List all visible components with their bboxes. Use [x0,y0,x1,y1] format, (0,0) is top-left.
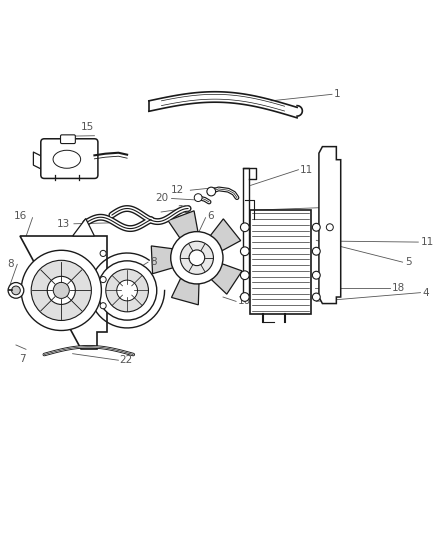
Circle shape [312,223,320,231]
Text: 12: 12 [170,185,184,195]
Text: 11: 11 [300,165,314,175]
Circle shape [189,250,205,265]
Text: 9: 9 [263,240,270,251]
Text: 8: 8 [7,260,14,269]
Polygon shape [73,219,95,236]
Circle shape [31,260,92,320]
Circle shape [207,187,215,196]
Text: 15: 15 [81,122,95,132]
Text: 11: 11 [420,237,434,247]
Circle shape [100,251,106,256]
Circle shape [8,282,24,298]
Text: 18: 18 [392,284,405,293]
Circle shape [106,269,148,312]
Circle shape [312,247,320,255]
Circle shape [11,286,20,295]
Circle shape [47,276,75,304]
Text: 6: 6 [207,212,213,221]
Circle shape [240,247,249,256]
Text: 13: 13 [57,219,71,229]
Text: 22: 22 [120,355,133,365]
Circle shape [100,277,106,282]
Circle shape [194,193,202,201]
Circle shape [21,251,101,330]
FancyBboxPatch shape [60,135,75,143]
Circle shape [312,271,320,279]
FancyBboxPatch shape [41,139,98,179]
Polygon shape [151,246,173,274]
Text: 7: 7 [19,354,26,364]
Circle shape [240,293,249,301]
Circle shape [180,241,213,274]
Polygon shape [172,278,199,305]
Bar [250,210,311,314]
Text: 10: 10 [238,296,251,306]
Polygon shape [168,211,198,238]
Text: 4: 4 [423,288,429,297]
Polygon shape [319,147,341,304]
Text: 1: 1 [334,90,341,99]
Text: 16: 16 [14,212,27,221]
Circle shape [312,293,320,301]
Circle shape [53,282,69,298]
Text: 20: 20 [155,193,169,204]
Circle shape [117,280,138,301]
Text: 2: 2 [323,203,330,213]
Text: 5: 5 [405,257,411,267]
Circle shape [326,224,333,231]
Circle shape [240,271,249,280]
Polygon shape [211,219,241,251]
Circle shape [100,303,106,309]
Text: 21: 21 [177,205,191,215]
Circle shape [98,261,157,320]
Polygon shape [212,264,242,294]
Circle shape [171,232,223,284]
Ellipse shape [53,150,81,168]
Circle shape [240,223,249,232]
Polygon shape [20,236,107,349]
Text: 8: 8 [150,257,156,267]
